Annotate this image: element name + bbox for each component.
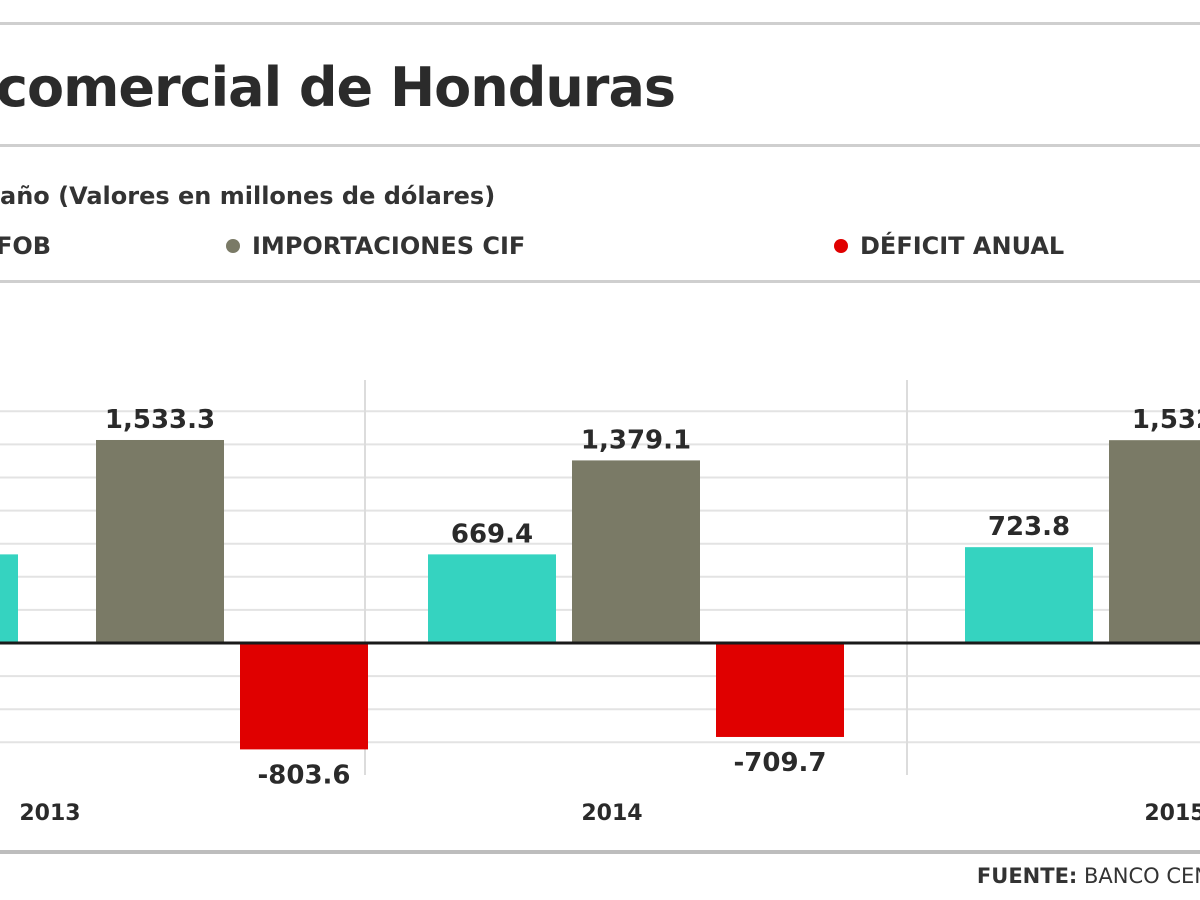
bar	[716, 643, 844, 737]
bar	[572, 460, 700, 643]
bar-chart: 669.4 723.8 1,533.3 1,379.1 1,532 -803.6 -709.…	[0, 380, 1200, 826]
bar	[96, 439, 224, 643]
source-label: FUENTE:	[976, 864, 1078, 888]
data-label: 1,379.1	[581, 425, 691, 455]
bar	[965, 547, 1093, 643]
bar	[240, 643, 368, 750]
data-label: 1,532	[1132, 405, 1200, 435]
legend-imports-dot	[226, 239, 240, 253]
legend-deficit-dot	[834, 239, 848, 253]
bar	[428, 554, 556, 643]
legend-fob: FOB	[0, 232, 51, 260]
top-rule	[0, 22, 1200, 25]
data-label: 1,533.3	[105, 405, 215, 435]
category-label: 2014	[581, 801, 642, 826]
title-rule	[0, 144, 1200, 147]
legend-imports-label: IMPORTACIONES CIF	[252, 232, 526, 260]
data-label: 723.8	[988, 512, 1070, 542]
bar	[1109, 440, 1200, 643]
legend-fob-label: FOB	[0, 232, 52, 260]
category-label: 2015	[1144, 801, 1200, 826]
legend-imports: IMPORTACIONES CIF	[226, 232, 525, 260]
bar	[0, 554, 18, 643]
chart-subtitle: año (Valores en millones de dólares)	[0, 182, 496, 210]
legend-deficit: DÉFICIT ANUAL	[834, 232, 1064, 260]
bottom-rule	[0, 850, 1200, 854]
chart-title: comercial de Honduras	[0, 56, 676, 119]
data-label: -803.6	[257, 760, 350, 790]
category-label: 2013	[19, 801, 80, 826]
source-text: BANCO CEN	[1084, 864, 1200, 888]
data-label: -709.7	[733, 748, 826, 778]
legend-deficit-label: DÉFICIT ANUAL	[860, 232, 1065, 260]
legend-rule	[0, 280, 1200, 283]
data-label: 669.4	[451, 519, 533, 549]
source-note: FUENTE: BANCO CEN	[977, 864, 1200, 888]
